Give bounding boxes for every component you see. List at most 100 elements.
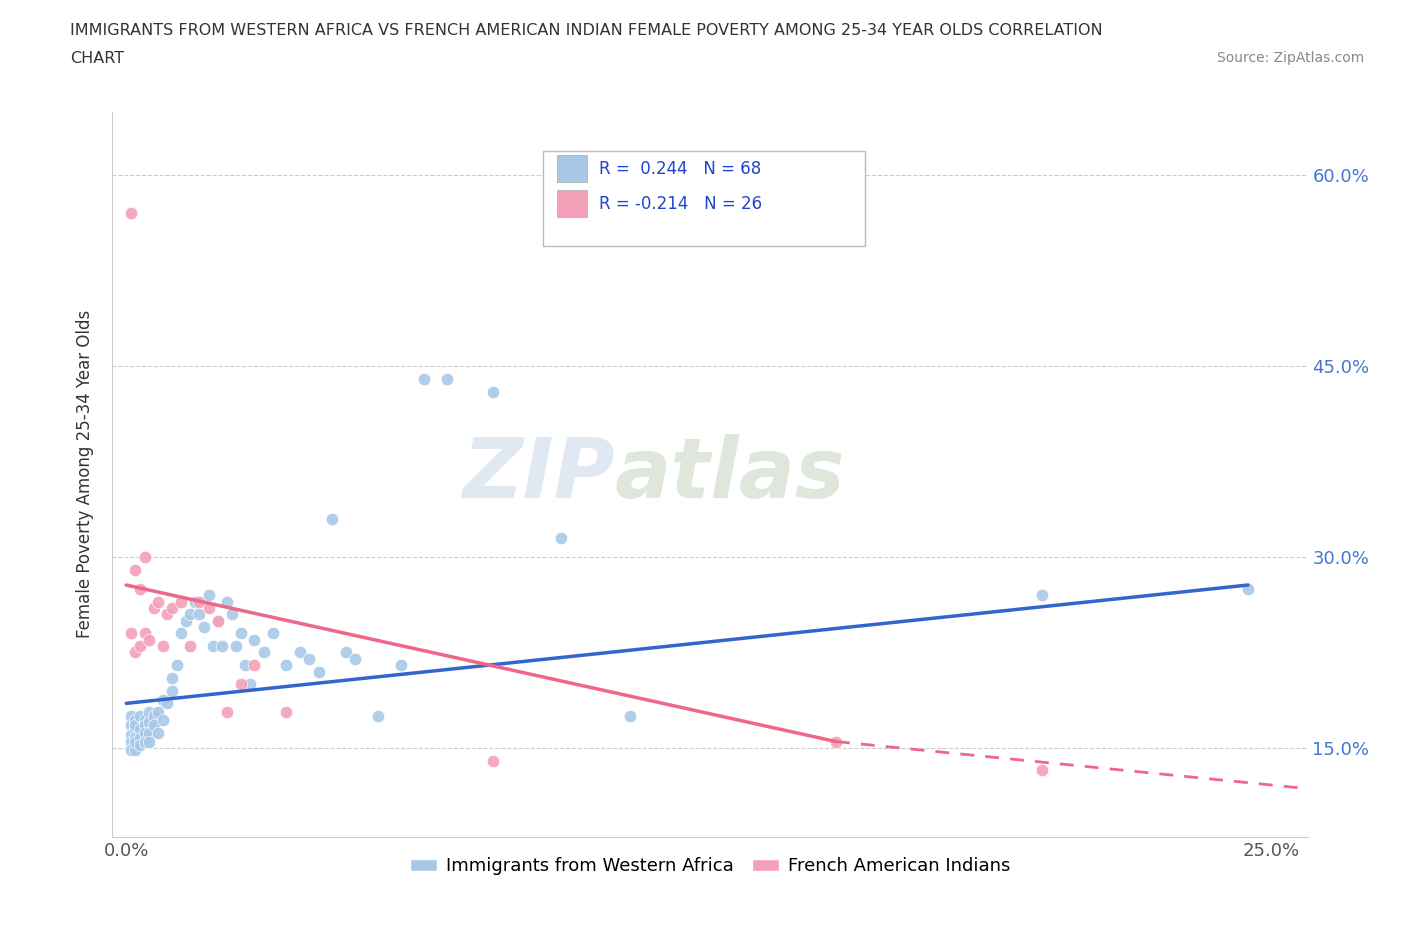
Text: ZIP: ZIP (461, 433, 614, 515)
Point (120, 728, 142, 743)
FancyBboxPatch shape (543, 152, 866, 246)
Point (124, 645, 146, 660)
Point (160, 684, 183, 698)
Point (156, 607, 179, 622)
Point (129, 722, 152, 737)
Point (207, 613, 229, 628)
Point (1031, 588, 1053, 603)
Point (124, 743, 146, 758)
Point (239, 677, 262, 692)
Point (184, 594, 207, 609)
Point (481, 753, 503, 768)
Point (298, 651, 321, 666)
Point (179, 639, 201, 654)
Point (120, 206, 142, 220)
Text: R = -0.214   N = 26: R = -0.214 N = 26 (599, 194, 762, 213)
Point (156, 696, 179, 711)
Point (225, 639, 247, 654)
Point (412, 371, 434, 386)
Point (1031, 762, 1053, 777)
Point (276, 705, 298, 720)
Point (193, 619, 215, 634)
Point (389, 658, 412, 672)
Point (619, 709, 641, 724)
Point (290, 645, 312, 660)
Point (134, 550, 156, 565)
Point (138, 632, 160, 647)
Point (138, 725, 160, 740)
Point (215, 705, 238, 720)
Point (436, 371, 458, 386)
Point (134, 712, 156, 727)
Point (229, 626, 252, 641)
Point (252, 645, 274, 660)
FancyBboxPatch shape (557, 154, 586, 182)
Point (197, 588, 219, 603)
Point (124, 712, 146, 727)
Point (197, 601, 219, 616)
Point (166, 658, 188, 672)
FancyBboxPatch shape (557, 190, 586, 217)
Point (142, 709, 165, 724)
Point (211, 639, 233, 654)
Point (124, 722, 146, 737)
Y-axis label: Female Poverty Among 25-34 Year Olds: Female Poverty Among 25-34 Year Olds (76, 311, 94, 638)
Point (142, 718, 165, 733)
Point (148, 594, 170, 609)
Point (129, 709, 152, 724)
Legend: Immigrants from Western Africa, French American Indians: Immigrants from Western Africa, French A… (402, 850, 1018, 883)
Point (134, 734, 156, 749)
Point (202, 639, 225, 654)
Point (120, 718, 142, 733)
Point (179, 607, 201, 622)
Point (142, 601, 165, 616)
Point (129, 581, 152, 596)
Point (138, 715, 160, 730)
Point (174, 613, 197, 628)
Point (129, 639, 152, 654)
Point (138, 734, 160, 749)
Text: Source: ZipAtlas.com: Source: ZipAtlas.com (1216, 51, 1364, 65)
Point (321, 512, 343, 526)
Point (152, 639, 174, 654)
Text: IMMIGRANTS FROM WESTERN AFRICA VS FRENCH AMERICAN INDIAN FEMALE POVERTY AMONG 25: IMMIGRANTS FROM WESTERN AFRICA VS FRENCH… (70, 23, 1102, 38)
Point (243, 632, 266, 647)
Point (262, 626, 284, 641)
Point (207, 613, 229, 628)
Point (233, 658, 256, 672)
Point (188, 607, 211, 622)
Point (160, 601, 183, 616)
Point (243, 658, 266, 672)
Point (550, 530, 572, 545)
Point (152, 712, 174, 727)
Point (160, 671, 183, 685)
Point (134, 718, 156, 733)
Point (134, 725, 156, 740)
Text: atlas: atlas (614, 433, 845, 515)
Point (308, 664, 330, 679)
Point (129, 737, 152, 752)
Point (120, 709, 142, 724)
Point (120, 626, 142, 641)
Point (221, 607, 243, 622)
Text: CHART: CHART (70, 51, 124, 66)
Point (229, 677, 252, 692)
Point (124, 730, 146, 745)
Point (134, 626, 156, 641)
Point (170, 594, 193, 609)
Point (129, 730, 152, 745)
Point (124, 563, 146, 578)
Point (120, 743, 142, 758)
Point (215, 594, 238, 609)
Point (335, 645, 357, 660)
Point (344, 651, 367, 666)
Point (152, 692, 174, 707)
Point (188, 594, 211, 609)
Point (825, 734, 848, 749)
Point (1237, 581, 1260, 596)
Point (170, 626, 193, 641)
Point (481, 384, 503, 399)
Text: R =  0.244   N = 68: R = 0.244 N = 68 (599, 160, 761, 178)
Point (367, 709, 389, 724)
Point (148, 725, 170, 740)
